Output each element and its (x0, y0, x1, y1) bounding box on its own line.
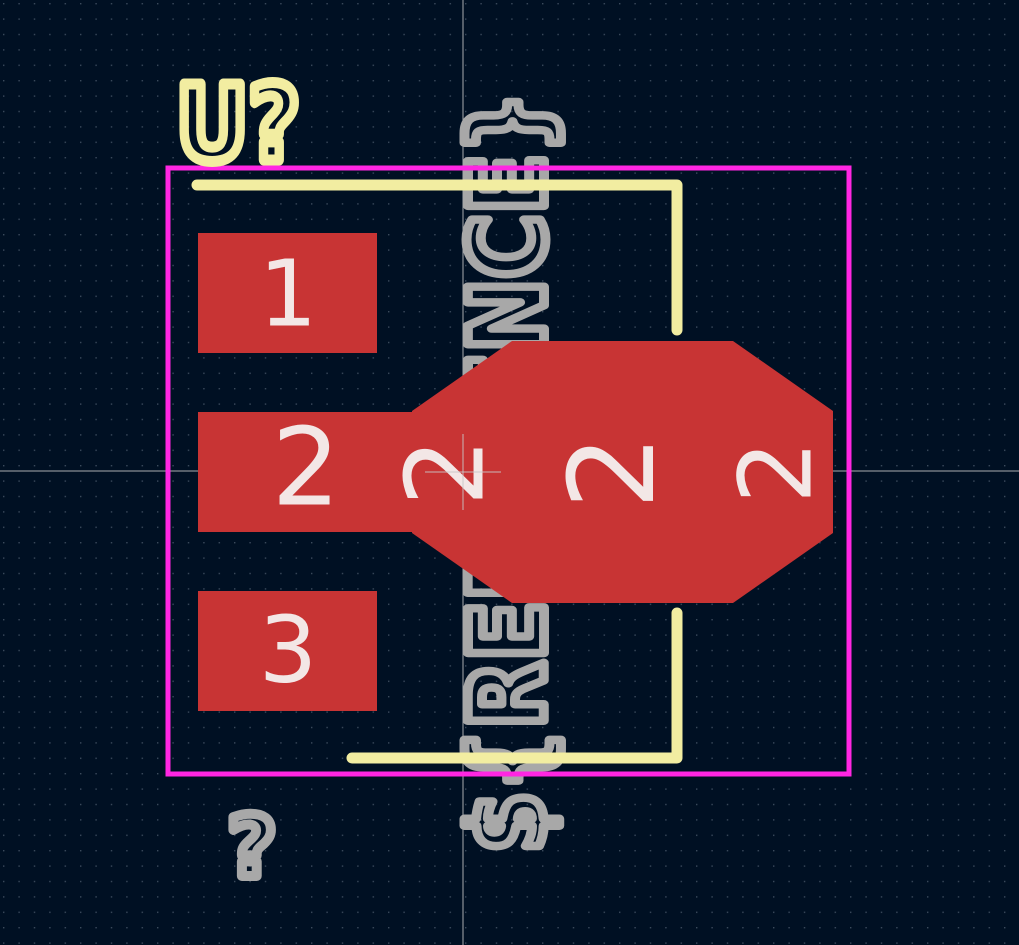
tab-number-label-2-group: 2 (543, 434, 681, 509)
silkscreen-outline-top (191, 179, 683, 336)
pad-2[interactable] (198, 412, 438, 532)
tab-number-label-3: 2 (718, 440, 835, 504)
pad-2-tab[interactable] (412, 341, 833, 603)
courtyard-outline (165, 165, 852, 777)
pad-1-number: 1 (259, 241, 318, 348)
reference-designator[interactable]: U? (171, 58, 306, 191)
tab-number-label-2: 2 (543, 434, 681, 509)
pad-3-number: 3 (259, 597, 318, 704)
pad-2-number: 2 (272, 406, 341, 531)
pad-3[interactable] (198, 591, 377, 711)
silkscreen-outline-bottom (346, 607, 683, 764)
value-text[interactable]: ? (223, 793, 282, 901)
tab-number-label-3-group: 2 (718, 440, 835, 504)
pad-1[interactable] (198, 233, 377, 353)
